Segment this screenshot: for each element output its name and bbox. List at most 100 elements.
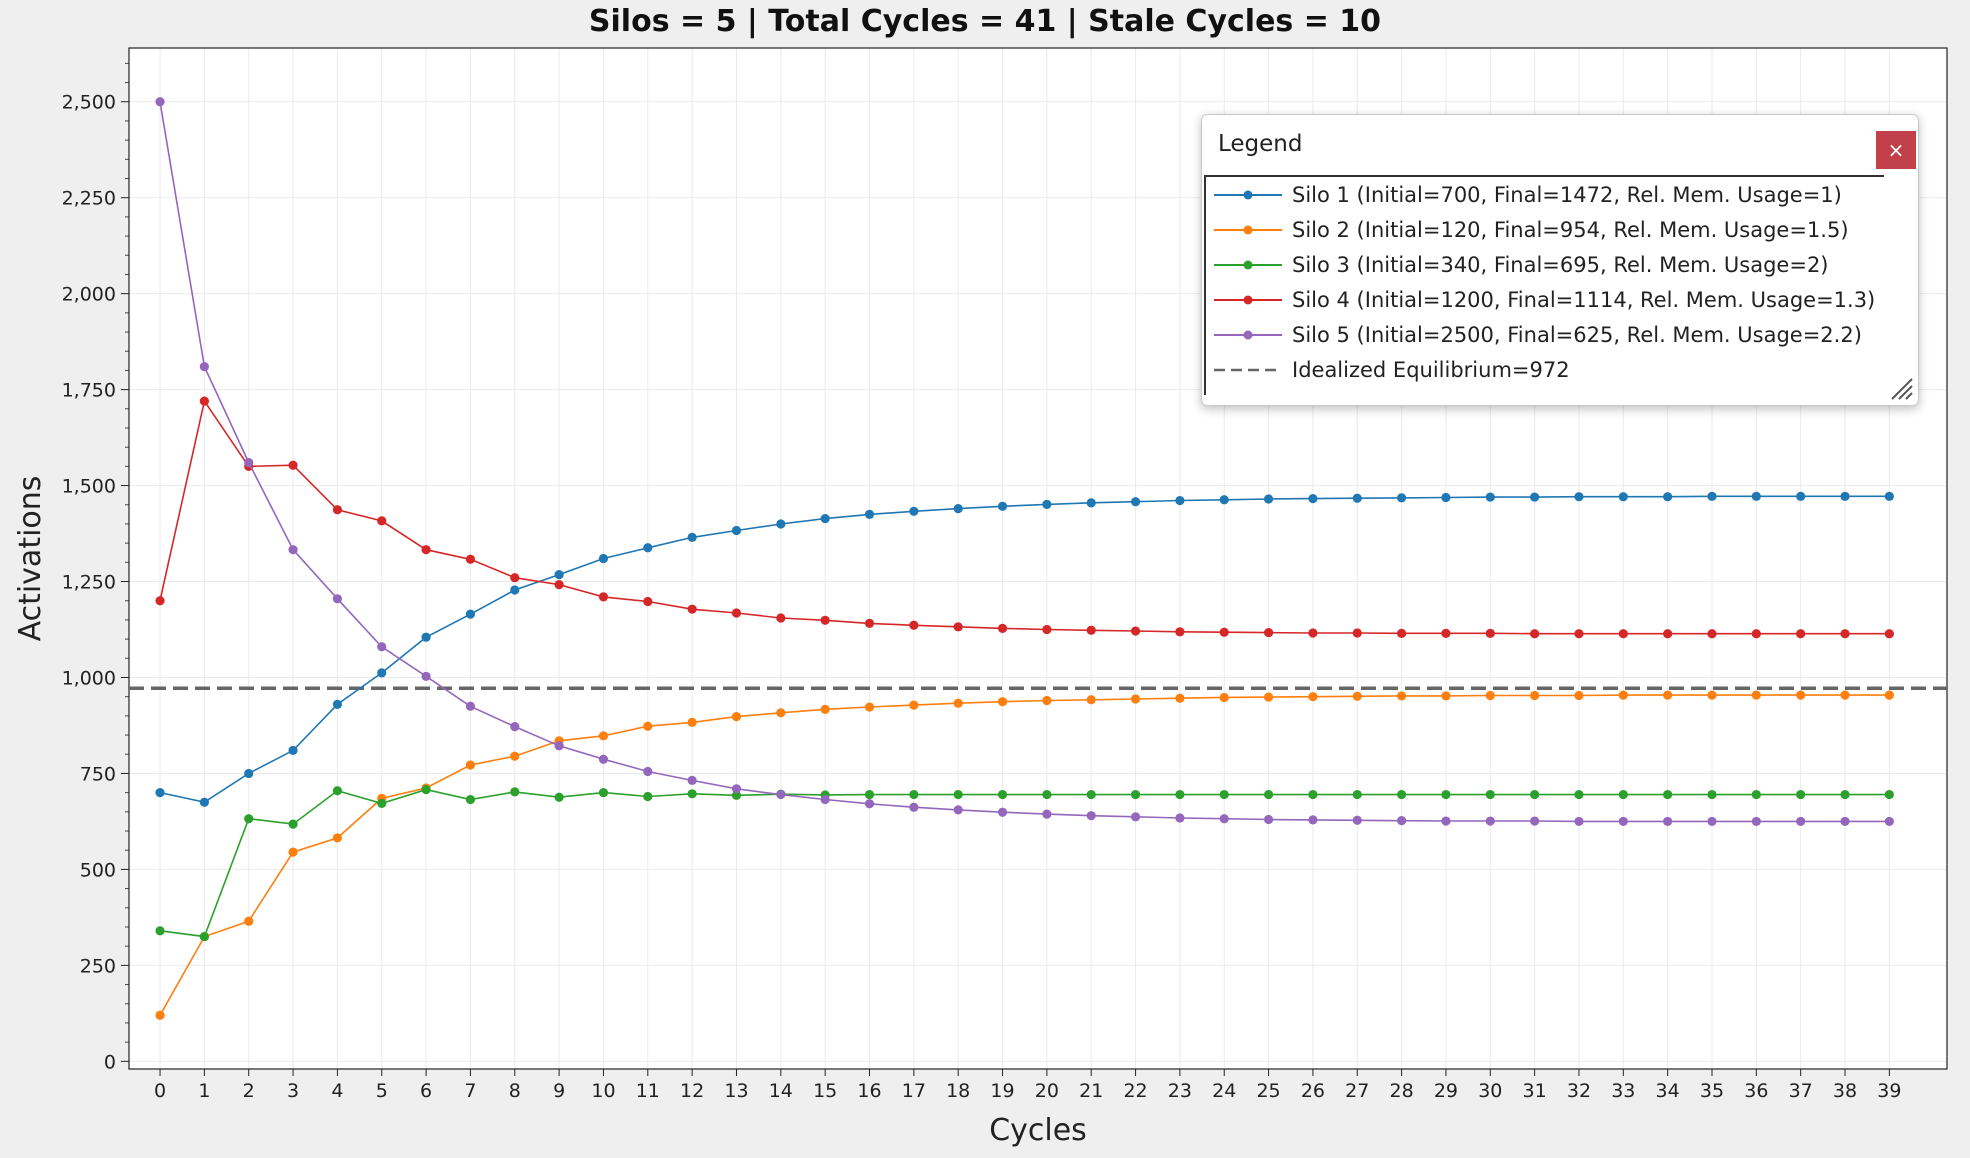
series-point-silo-2: [643, 721, 653, 731]
series-point-silo-2: [598, 731, 609, 741]
series-point-silo-5: [1175, 813, 1185, 823]
legend-entry[interactable]: Idealized Equilibrium=972: [1206, 352, 1884, 387]
series-point-silo-2: [244, 916, 254, 926]
series-point-silo-1: [598, 553, 609, 564]
series-point-silo-3: [687, 789, 697, 799]
x-tick-label: 33: [1611, 1080, 1635, 1102]
legend-panel[interactable]: Legend × Silo 1 (Initial=700, Final=1472…: [1201, 114, 1919, 406]
series-point-silo-5: [332, 594, 343, 604]
series-point-silo-4: [1441, 628, 1451, 638]
legend-entry-label: Silo 1 (Initial=700, Final=1472, Rel. Me…: [1292, 182, 1842, 207]
legend-entry[interactable]: Silo 3 (Initial=340, Final=695, Rel. Mem…: [1206, 247, 1884, 282]
series-point-silo-4: [953, 622, 963, 632]
x-tick-label: 17: [902, 1080, 926, 1102]
series-point-silo-3: [1130, 789, 1141, 800]
x-tick-label: 32: [1567, 1080, 1591, 1102]
series-point-silo-4: [643, 596, 653, 607]
series-point-silo-2: [510, 751, 520, 761]
x-tick-label: 7: [464, 1080, 476, 1102]
series-point-silo-3: [1175, 789, 1185, 800]
chart-title: Silos = 5 | Total Cycles = 41 | Stale Cy…: [588, 4, 1382, 39]
series-point-silo-3: [1663, 789, 1673, 800]
series-point-silo-1: [1751, 491, 1761, 501]
series-point-silo-1: [377, 668, 387, 678]
series-point-silo-5: [820, 794, 830, 805]
series-point-silo-5: [465, 701, 476, 711]
series-point-silo-1: [1086, 498, 1096, 508]
series-point-silo-4: [1884, 629, 1894, 639]
series-point-silo-4: [820, 615, 830, 625]
series-point-silo-2: [1352, 691, 1362, 701]
series-point-silo-5: [1707, 816, 1717, 827]
y-tick-label: 1,500: [62, 476, 116, 498]
x-tick-label: 22: [1123, 1080, 1147, 1102]
legend-entry-label: Silo 3 (Initial=340, Final=695, Rel. Mem…: [1292, 252, 1829, 277]
series-point-silo-3: [199, 931, 209, 942]
series-point-silo-2: [1530, 690, 1540, 701]
series-point-silo-1: [510, 585, 520, 595]
series-point-silo-5: [1219, 814, 1229, 824]
resize-grip-icon[interactable]: [1888, 375, 1914, 401]
series-point-silo-3: [1618, 789, 1628, 800]
series-point-silo-5: [155, 97, 165, 107]
x-tick-label: 25: [1256, 1080, 1280, 1102]
series-point-silo-2: [1840, 690, 1850, 700]
series-point-silo-1: [820, 513, 830, 524]
series-point-silo-2: [1219, 692, 1229, 703]
series-point-silo-4: [510, 573, 520, 583]
series-point-silo-1: [776, 519, 786, 529]
series-point-silo-5: [1086, 811, 1096, 821]
series-point-silo-4: [1574, 629, 1584, 639]
legend-close-button[interactable]: ×: [1876, 131, 1916, 169]
series-point-silo-5: [687, 775, 697, 785]
series-point-silo-3: [997, 789, 1008, 800]
legend-entry[interactable]: Silo 5 (Initial=2500, Final=625, Rel. Me…: [1206, 317, 1884, 352]
series-point-silo-2: [1618, 690, 1628, 700]
legend-swatch: [1214, 330, 1282, 339]
series-point-silo-5: [510, 722, 520, 732]
series-point-silo-1: [1485, 492, 1495, 502]
series-point-silo-1: [1884, 491, 1894, 501]
legend-entry[interactable]: Silo 4 (Initial=1200, Final=1114, Rel. M…: [1206, 282, 1884, 317]
series-point-silo-2: [953, 698, 963, 708]
series-point-silo-5: [554, 741, 564, 751]
series-point-silo-4: [1663, 629, 1673, 639]
series-point-silo-1: [953, 504, 963, 514]
series-point-silo-3: [1219, 789, 1229, 800]
series-point-silo-4: [1618, 629, 1628, 639]
legend-swatch: [1214, 260, 1282, 269]
series-point-silo-1: [1308, 494, 1318, 504]
y-tick-label: 1,750: [62, 380, 116, 402]
series-point-silo-4: [1530, 629, 1540, 639]
series-point-silo-3: [288, 819, 298, 829]
x-axis-title: Cycles: [989, 1113, 1087, 1148]
series-point-silo-3: [465, 794, 476, 805]
y-tick-label: 250: [80, 955, 116, 977]
x-tick-label: 3: [287, 1080, 299, 1102]
series-point-silo-5: [1840, 816, 1850, 827]
series-point-silo-3: [598, 788, 609, 798]
series-point-silo-5: [1574, 816, 1584, 827]
x-tick-label: 4: [331, 1080, 343, 1102]
series-point-silo-5: [643, 766, 653, 777]
series-point-silo-1: [1441, 492, 1451, 503]
x-tick-label: 23: [1168, 1080, 1192, 1102]
series-point-silo-5: [244, 457, 254, 468]
series-point-silo-4: [1130, 626, 1141, 636]
series-point-silo-1: [1530, 492, 1540, 502]
series-point-silo-1: [1840, 491, 1850, 501]
series-point-silo-2: [1751, 690, 1761, 700]
series-point-silo-4: [1352, 628, 1362, 638]
series-point-silo-3: [1086, 789, 1096, 800]
series-point-silo-4: [1263, 627, 1274, 638]
legend-entry[interactable]: Silo 2 (Initial=120, Final=954, Rel. Mem…: [1206, 212, 1884, 247]
legend-entry[interactable]: Silo 1 (Initial=700, Final=1472, Rel. Me…: [1206, 177, 1884, 212]
series-point-silo-2: [776, 708, 786, 718]
series-point-silo-2: [332, 833, 343, 843]
legend-swatch: [1214, 295, 1282, 304]
series-point-silo-5: [1352, 815, 1362, 825]
series-point-silo-2: [731, 712, 742, 722]
x-tick-label: 15: [813, 1080, 837, 1102]
series-point-silo-2: [997, 697, 1008, 707]
legend-title: Legend: [1218, 131, 1303, 157]
